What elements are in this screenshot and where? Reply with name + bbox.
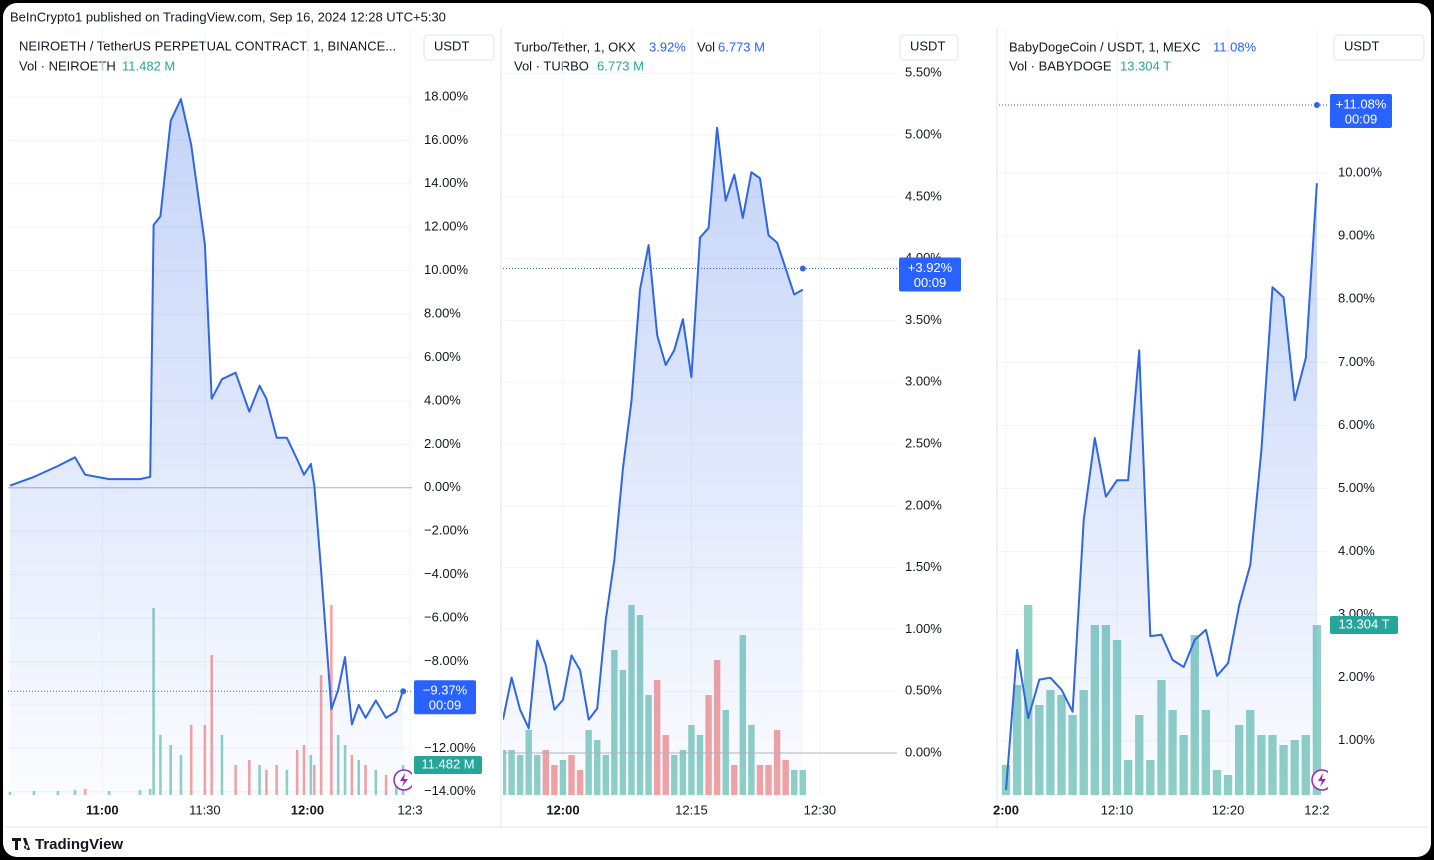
y-tick-label: 6.00% bbox=[424, 349, 461, 364]
y-tick-label: 2.50% bbox=[905, 435, 942, 450]
y-tick-label: 0.00% bbox=[905, 744, 942, 759]
legend-title: NEIROETH / TetherUS PERPETUAL CONTRACT, … bbox=[19, 38, 396, 53]
y-tick-label: −12.00% bbox=[424, 740, 476, 755]
x-tick-label: 12:3 bbox=[397, 802, 422, 817]
last-price-dot bbox=[1313, 102, 1320, 109]
legend-change: 11.08% bbox=[1213, 39, 1257, 54]
y-tick-label: 10.00% bbox=[424, 262, 469, 277]
volume-badge-label: 13.304 T bbox=[1338, 616, 1389, 631]
price-badge-label: −9.37% bbox=[423, 683, 468, 698]
price-badge-timer: 00:09 bbox=[914, 275, 947, 290]
y-tick-label: 14.00% bbox=[424, 175, 469, 190]
price-badge bbox=[414, 680, 476, 715]
y-tick-label: 8.00% bbox=[1338, 291, 1375, 306]
y-tick-label: 2.00% bbox=[905, 497, 942, 512]
volume-badge bbox=[1330, 616, 1398, 634]
volume-value: 11.482 M bbox=[122, 58, 175, 73]
y-tick-label: 6.00% bbox=[1338, 417, 1375, 432]
y-tick-label: 0.00% bbox=[424, 479, 461, 494]
x-tick-label: 12:30 bbox=[804, 802, 837, 817]
logo-icon bbox=[12, 838, 30, 850]
currency-label: USDT bbox=[434, 38, 469, 53]
x-tick-label: 2:00 bbox=[993, 802, 1019, 817]
x-tick-label: 11:30 bbox=[189, 802, 221, 817]
legend-change: 3.92% bbox=[649, 39, 686, 54]
lightning-icon bbox=[1318, 773, 1326, 787]
y-tick-label: 7.00% bbox=[1338, 354, 1375, 369]
y-tick-label: 3.00% bbox=[905, 374, 942, 389]
y-tick-label: 3.50% bbox=[905, 312, 942, 327]
legend-vol-label: Vol bbox=[697, 39, 715, 54]
volume-title: Vol · TURBO bbox=[514, 58, 589, 73]
currency-label: USDT bbox=[910, 38, 945, 53]
area bbox=[503, 127, 803, 795]
y-tick-label: −14.00% bbox=[424, 783, 476, 798]
pane bbox=[8, 28, 412, 796]
footer: TradingView bbox=[35, 836, 123, 853]
last-price-dot bbox=[799, 265, 806, 272]
y-tick-label: 4.00% bbox=[424, 392, 461, 407]
y-tick-label: 1.50% bbox=[905, 559, 942, 574]
logo bbox=[12, 838, 30, 850]
legend-vol: 6.773 M bbox=[718, 39, 765, 54]
price-badge-timer: 00:09 bbox=[429, 698, 462, 713]
x-tick-label: 12:20 bbox=[1212, 802, 1245, 817]
x-tick-label: 11:00 bbox=[86, 802, 119, 817]
price-badge-label: +11.08% bbox=[1336, 96, 1387, 111]
volume-bar bbox=[1024, 605, 1033, 795]
volume-badge bbox=[414, 756, 482, 774]
price-badge bbox=[1330, 94, 1392, 129]
volume-value: 13.304 T bbox=[1120, 58, 1171, 73]
volume-title: Vol · NEIROETH bbox=[19, 58, 116, 73]
price-badge bbox=[899, 257, 961, 292]
y-tick-label: 18.00% bbox=[424, 88, 469, 103]
x-tick-label: 12:00 bbox=[291, 802, 324, 817]
y-tick-label: 2.00% bbox=[1338, 669, 1375, 684]
last-price-dot bbox=[400, 688, 407, 695]
currency-button[interactable] bbox=[1333, 34, 1425, 61]
y-tick-label: 10.00% bbox=[1338, 165, 1383, 180]
y-tick-label: 4.50% bbox=[905, 188, 942, 203]
x-tick-label: 12:10 bbox=[1101, 802, 1134, 817]
price-line bbox=[9, 98, 405, 726]
y-tick-label: 1.00% bbox=[1338, 732, 1375, 747]
price-line bbox=[1005, 183, 1318, 791]
y-tick-label: 4.00% bbox=[1338, 543, 1375, 558]
y-tick-label: 2.00% bbox=[424, 436, 461, 451]
x-tick-label: 12:15 bbox=[675, 802, 708, 817]
y-tick-label: 5.00% bbox=[905, 127, 942, 142]
pane bbox=[999, 28, 1328, 795]
price-badge-label: +3.92% bbox=[908, 260, 953, 275]
pane bbox=[503, 28, 897, 795]
volume-badge-label: 11.482 M bbox=[421, 756, 474, 771]
y-tick-label: 9.00% bbox=[1338, 228, 1375, 243]
y-tick-label: 5.00% bbox=[1338, 480, 1375, 495]
legend-title: Turbo/Tether, 1, OKX bbox=[514, 39, 636, 54]
y-tick-label: 5.50% bbox=[905, 65, 942, 80]
currency-button[interactable] bbox=[423, 34, 495, 61]
lightning-icon bbox=[400, 773, 408, 787]
y-tick-label: −8.00% bbox=[424, 653, 469, 668]
y-tick-label: −6.00% bbox=[424, 609, 469, 624]
y-tick-label: 16.00% bbox=[424, 132, 469, 147]
y-tick-label: −2.00% bbox=[424, 523, 469, 538]
area bbox=[1006, 183, 1317, 795]
volume-title: Vol · BABYDOGE bbox=[1009, 58, 1112, 73]
y-tick-label: 1.00% bbox=[905, 621, 942, 636]
x-tick-label: 12:2 bbox=[1304, 802, 1329, 817]
y-tick-label: 12.00% bbox=[424, 219, 469, 234]
y-tick-label: 8.00% bbox=[424, 305, 461, 320]
header: BeInCrypto1 published on TradingView.com… bbox=[10, 9, 446, 24]
price-line bbox=[503, 126, 804, 730]
currency-label: USDT bbox=[1344, 38, 1379, 53]
y-tick-label: 0.50% bbox=[905, 683, 942, 698]
currency-button[interactable] bbox=[899, 34, 959, 61]
y-tick-label: −4.00% bbox=[424, 566, 469, 581]
area bbox=[10, 99, 404, 796]
volume-value: 6.773 M bbox=[597, 58, 644, 73]
price-badge-timer: 00:09 bbox=[1345, 111, 1378, 126]
legend-title: BabyDogeCoin / USDT, 1, MEXC bbox=[1009, 39, 1200, 54]
x-tick-label: 12:00 bbox=[546, 802, 579, 817]
